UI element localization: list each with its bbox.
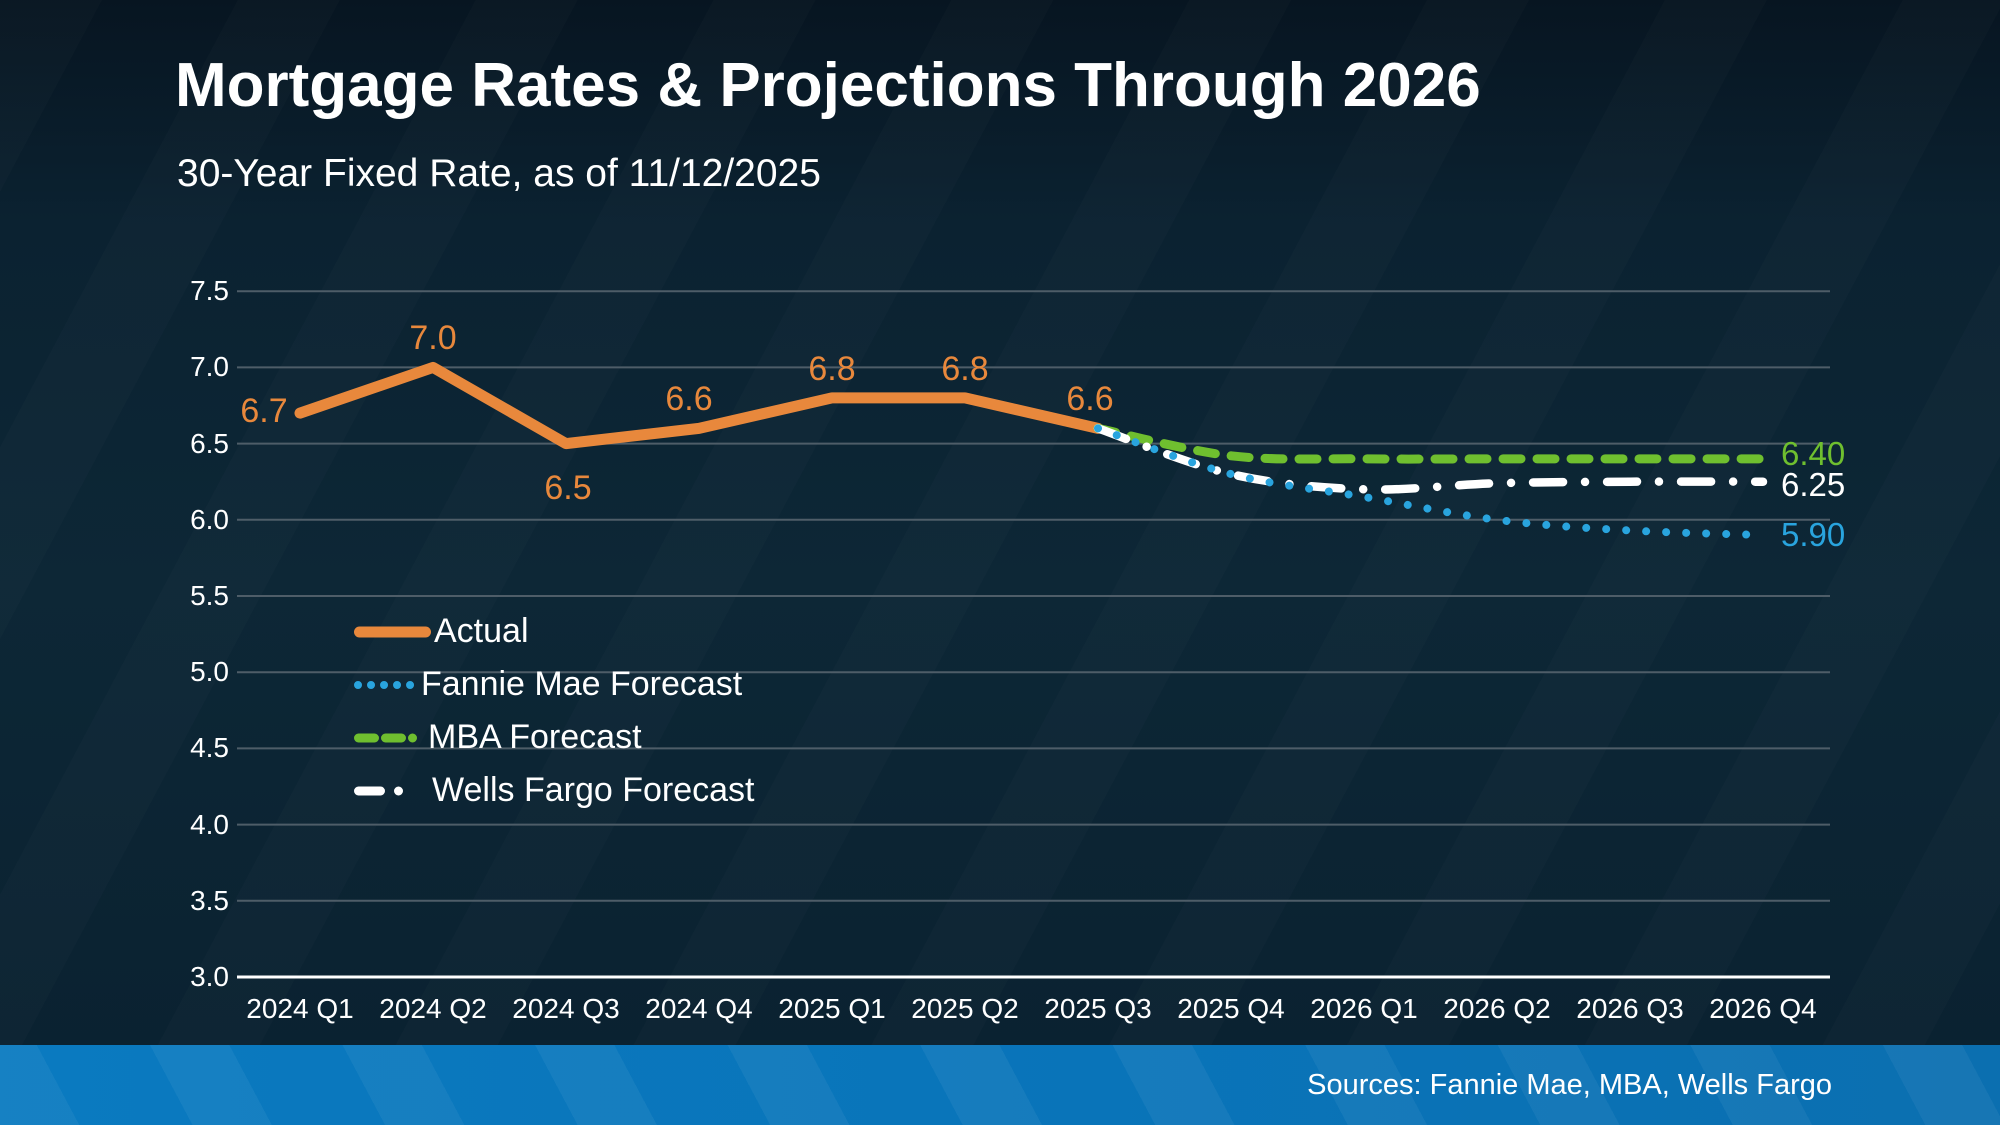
end-label-mba-forecast: 6.40	[1781, 434, 1846, 472]
y-axis-tick: 4.0	[190, 808, 229, 840]
legend-label: Wells Fargo Forecast	[432, 771, 755, 809]
y-axis-tick: 6.0	[190, 503, 229, 535]
series-line-actual	[294, 361, 1104, 450]
legend-item-actual: Actual	[354, 610, 754, 653]
x-axis-tick: 2025 Q1	[778, 993, 886, 1024]
y-axis-tick: 7.0	[190, 351, 229, 383]
legend-label: MBA Forecast	[428, 718, 642, 756]
legend-item-fannie-mae-forecast: Fannie Mae Forecast	[354, 663, 754, 706]
x-axis-tick: 2024 Q4	[645, 993, 753, 1024]
y-axis-tick: 3.5	[190, 884, 229, 916]
x-axis-tick: 2025 Q3	[1044, 993, 1152, 1024]
sources-text: Sources: Fannie Mae, MBA, Wells Fargo	[1307, 1069, 1832, 1101]
y-axis-tick: 5.0	[190, 656, 229, 688]
x-axis-tick: 2024 Q2	[379, 993, 487, 1024]
legend-label: Fannie Mae Forecast	[421, 665, 743, 703]
x-axis-tick: 2026 Q4	[1709, 993, 1817, 1024]
legend-swatch-icon	[354, 626, 431, 637]
data-label-actual: 6.8	[941, 349, 989, 388]
data-label-actual: 6.6	[665, 380, 713, 419]
data-label-actual: 6.6	[1066, 380, 1114, 419]
x-axis-tick: 2026 Q2	[1443, 993, 1551, 1024]
data-label-actual: 6.7	[240, 392, 288, 431]
x-axis-tick: 2026 Q3	[1576, 993, 1684, 1024]
x-axis-tick: 2025 Q4	[1177, 993, 1285, 1024]
chart-legend: Actual Fannie Mae Forecast MBA Forecast Wel…	[354, 610, 754, 812]
end-label-wells-fargo-forecast: 6.25	[1781, 465, 1846, 503]
x-axis-tick: 2024 Q1	[246, 993, 354, 1024]
x-axis-tick: 2025 Q2	[911, 993, 1019, 1024]
legend-item-wells-fargo-forecast: Wells Fargo Forecast	[354, 769, 754, 812]
page-subtitle: 30-Year Fixed Rate, as of 11/12/2025	[177, 152, 821, 195]
data-label-actual: 7.0	[409, 319, 457, 358]
footer-bar: Sources: Fannie Mae, MBA, Wells Fargo	[0, 1045, 2000, 1125]
x-axis-tick: 2024 Q3	[512, 993, 620, 1024]
data-label-actual: 6.8	[808, 349, 856, 388]
data-label-actual: 6.5	[544, 468, 592, 507]
series-line-mba-forecast	[1093, 423, 1768, 464]
series-line-fannie-mae-forecast	[1094, 424, 1767, 540]
y-axis-tick: 7.5	[190, 275, 229, 307]
series-line-wells-fargo-forecast	[1093, 424, 1768, 494]
end-label-fannie-mae-forecast: 5.90	[1781, 516, 1846, 554]
page-title: Mortgage Rates & Projections Through 202…	[175, 51, 1481, 120]
x-axis-tick: 2026 Q1	[1310, 993, 1418, 1024]
y-axis-tick: 3.0	[190, 961, 229, 992]
y-axis-tick: 5.5	[190, 580, 229, 611]
y-axis-tick: 6.5	[190, 427, 229, 459]
legend-swatch-icon	[354, 786, 429, 795]
legend-item-mba-forecast: MBA Forecast	[354, 716, 754, 759]
legend-swatch-icon	[354, 680, 418, 689]
legend-swatch-icon	[354, 733, 425, 742]
legend-label: Actual	[434, 612, 529, 650]
y-axis-tick: 4.5	[190, 732, 229, 764]
